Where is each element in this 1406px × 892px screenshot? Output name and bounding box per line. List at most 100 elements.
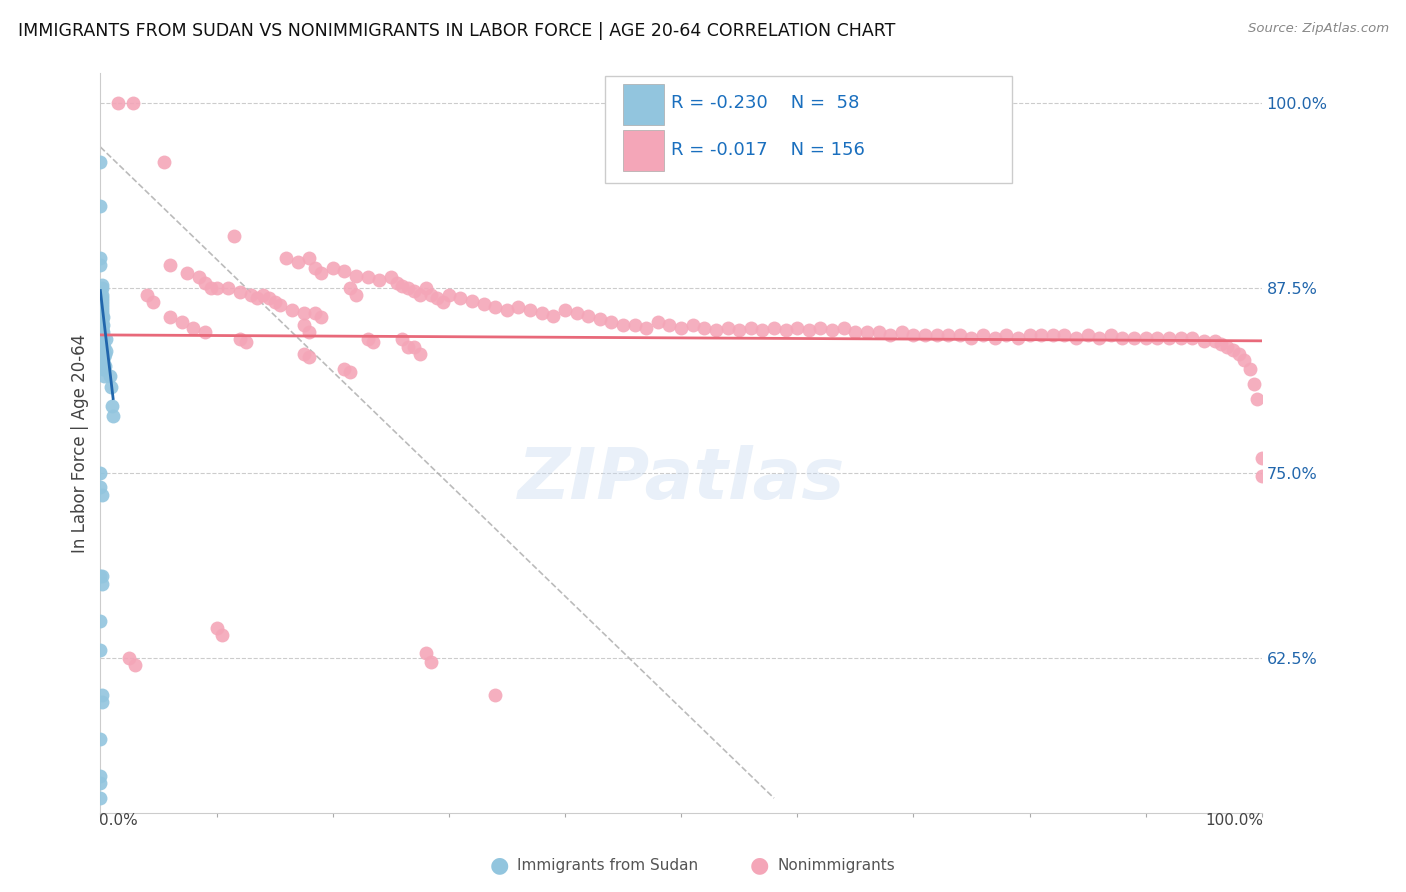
Point (90, 309, 112, 323)
Point (1146, 331, 1168, 345)
Point (90, 297, 112, 311)
Point (543, 309, 565, 323)
Point (90, 315, 112, 329)
Point (322, 261, 344, 276)
Point (1250, 468, 1272, 483)
Point (205, 280, 228, 294)
Point (89, 199, 111, 213)
Point (89, 154, 111, 169)
Point (368, 273, 391, 287)
Point (716, 320, 738, 334)
Text: R = -0.017    N = 156: R = -0.017 N = 156 (671, 141, 865, 159)
Point (1181, 331, 1204, 345)
Point (90, 576, 112, 591)
Point (229, 332, 252, 346)
Point (90, 277, 112, 292)
Point (1250, 450, 1272, 465)
Point (124, 657, 146, 672)
Point (565, 306, 588, 320)
Point (142, 295, 165, 310)
Point (1227, 347, 1250, 361)
Point (903, 327, 925, 342)
Text: 0.0%: 0.0% (100, 813, 138, 828)
Text: IMMIGRANTS FROM SUDAN VS NONIMMIGRANTS IN LABOR FORCE | AGE 20-64 CORRELATION CH: IMMIGRANTS FROM SUDAN VS NONIMMIGRANTS I… (18, 22, 896, 40)
Point (1204, 334, 1226, 348)
Point (309, 310, 332, 325)
Point (740, 320, 762, 334)
Point (135, 288, 157, 302)
Point (91, 354, 114, 368)
Point (89, 251, 111, 265)
Point (91, 310, 114, 325)
Point (170, 315, 193, 329)
Point (281, 302, 304, 317)
Point (246, 291, 269, 305)
Point (437, 288, 460, 302)
Point (600, 315, 623, 329)
Point (90, 488, 112, 502)
Point (298, 325, 321, 339)
Point (786, 320, 808, 334)
Point (194, 325, 217, 339)
Point (554, 302, 576, 317)
Point (879, 327, 901, 342)
Point (396, 280, 419, 294)
Point (1243, 376, 1265, 391)
Point (90, 306, 112, 320)
Point (89, 791, 111, 805)
Point (90, 320, 112, 334)
Point (832, 320, 855, 334)
Point (304, 261, 326, 276)
Point (420, 288, 443, 302)
Point (339, 280, 361, 294)
Point (409, 347, 432, 361)
Point (94, 347, 117, 361)
Point (304, 306, 326, 320)
Point (211, 628, 233, 642)
Point (751, 324, 773, 338)
Point (90, 324, 112, 338)
Point (914, 327, 936, 342)
Point (159, 258, 181, 272)
Point (402, 284, 425, 298)
Point (200, 280, 222, 294)
Point (89, 769, 111, 783)
Point (90, 288, 112, 302)
Point (89, 776, 111, 790)
Point (1064, 331, 1087, 345)
Point (1239, 362, 1261, 376)
Point (287, 255, 309, 269)
Point (205, 621, 228, 635)
Point (93, 340, 115, 354)
Point (159, 310, 181, 325)
Point (118, 650, 141, 665)
Point (682, 318, 704, 332)
Point (89, 569, 111, 583)
Point (257, 291, 280, 305)
Point (252, 288, 274, 302)
Point (1031, 327, 1053, 342)
Point (91, 347, 114, 361)
Point (484, 300, 506, 314)
Text: ZIPatlas: ZIPatlas (517, 445, 845, 515)
Point (90, 332, 112, 346)
Point (484, 688, 506, 702)
Point (960, 331, 983, 345)
Point (693, 320, 716, 334)
Point (1111, 331, 1133, 345)
Point (415, 646, 437, 660)
Point (636, 320, 658, 334)
Point (868, 325, 890, 339)
Point (101, 399, 124, 413)
Point (269, 298, 291, 312)
Point (530, 306, 553, 320)
Point (391, 279, 413, 293)
Point (91, 332, 114, 346)
Point (972, 327, 994, 342)
Point (763, 320, 786, 334)
Point (229, 285, 252, 299)
Point (415, 280, 437, 294)
Point (669, 320, 692, 334)
Point (1222, 343, 1244, 357)
Point (89, 258, 111, 272)
